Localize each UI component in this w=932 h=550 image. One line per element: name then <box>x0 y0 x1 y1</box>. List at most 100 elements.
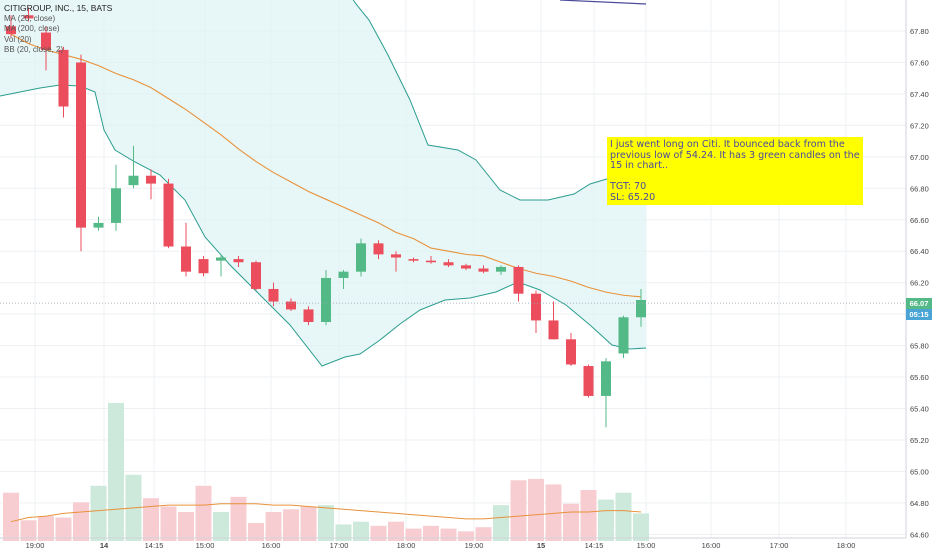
legend-item-ma20: MA (20, close) <box>4 13 56 23</box>
volume-bar-down <box>545 484 562 541</box>
last-price-tag: 66.07 <box>906 297 932 309</box>
candle-down <box>198 259 209 274</box>
bollinger-band-fill <box>0 0 646 366</box>
volume-bar-down <box>73 502 89 541</box>
y-tick-label: 65.80 <box>910 342 929 351</box>
candle-up <box>128 175 139 186</box>
candle-up <box>111 188 121 223</box>
candle-down <box>163 183 174 247</box>
candle-down <box>478 268 489 272</box>
candle-down <box>58 49 69 107</box>
volume-bar-up <box>108 403 124 541</box>
volume-bar-down <box>528 478 544 541</box>
legend-item-ma200: MA (200, close) <box>4 24 60 33</box>
x-tick-label: 14:15 <box>145 541 164 550</box>
trade-note-annotation[interactable]: I just went long on Citi. It bounced bac… <box>607 137 863 205</box>
y-tick-label: 64.80 <box>910 499 929 508</box>
volume-bar-down <box>143 498 159 541</box>
candle-down <box>583 366 594 396</box>
candle-up <box>356 243 366 272</box>
volume-bar-down <box>300 506 317 541</box>
y-tick-label: 66.20 <box>910 279 929 288</box>
y-tick-label: 65.00 <box>910 467 929 476</box>
legend-item-vol: Vol (20) <box>4 34 32 44</box>
candle-down <box>6 26 16 35</box>
volume-bar-down <box>195 485 212 541</box>
y-tick-label: 67.80 <box>910 27 929 36</box>
volume-bar-down <box>160 506 177 541</box>
volume-bar-down <box>510 480 527 541</box>
candle-down <box>233 259 244 263</box>
y-tick-label: 65.20 <box>910 436 929 445</box>
volume-bar-up <box>318 505 334 541</box>
candle-down <box>531 293 541 321</box>
legend-item-bb: BB (20, close, 2) <box>4 45 64 54</box>
volume-bar-up <box>90 485 107 541</box>
candle-down <box>41 32 51 50</box>
x-tick-label: 14:15 <box>585 541 604 550</box>
candle-up <box>338 271 349 278</box>
candle-up <box>601 361 611 396</box>
candle-down <box>408 259 419 261</box>
volume-bar-down <box>20 520 37 541</box>
ma200-line <box>559 0 647 5</box>
candle-down <box>181 246 191 272</box>
y-tick-label: 65.40 <box>910 405 929 414</box>
x-tick-label: 18:00 <box>837 541 856 550</box>
bollinger-lower-line <box>0 84 647 367</box>
volume-ma-line <box>10 503 642 523</box>
price-axis-background <box>906 0 932 550</box>
x-tick-label: 14 <box>100 541 109 550</box>
x-tick-label: 15:00 <box>637 541 656 550</box>
volume-bar-down <box>265 512 282 541</box>
candle-down <box>76 62 86 228</box>
y-tick-label: 64.60 <box>910 530 929 539</box>
candle-down <box>251 262 261 289</box>
volume-bar-down <box>3 492 19 541</box>
x-tick-label: 19:00 <box>465 541 484 550</box>
volume-bar-down <box>458 531 474 541</box>
volume-bar-down <box>248 523 264 541</box>
candle-down <box>146 175 156 184</box>
y-tick-label: 67.40 <box>910 90 929 99</box>
volume-bar-up <box>335 524 352 541</box>
ma20-line <box>10 33 642 298</box>
y-tick-label: 66.40 <box>910 247 929 256</box>
y-tick-label: 67.20 <box>910 121 929 130</box>
volume-bar-down <box>475 527 492 541</box>
candle-up <box>93 222 104 228</box>
candle-down <box>303 309 314 323</box>
volume-bar-down <box>230 496 247 541</box>
candle-up <box>618 317 629 354</box>
y-tick-label: 66.60 <box>910 216 929 225</box>
volume-bar-up <box>598 499 614 541</box>
candle-up <box>321 277 331 323</box>
volume-bar-up <box>633 513 649 541</box>
candle-down <box>426 260 436 263</box>
x-tick-label: 15:00 <box>196 541 215 550</box>
x-tick-label: 16:00 <box>262 541 281 550</box>
candle-down <box>23 15 34 19</box>
volume-bar-down <box>283 509 299 541</box>
volume-bar-up <box>213 512 229 541</box>
x-tick-label: 16:00 <box>702 541 721 550</box>
x-tick-label: 17:00 <box>330 541 349 550</box>
candle-up <box>496 266 506 272</box>
candle-down <box>443 262 454 266</box>
candle-up <box>216 257 226 261</box>
bar-countdown-tag: 05:15 <box>906 309 932 321</box>
volume-bar-down <box>563 503 579 541</box>
volume-bar-down <box>178 512 194 541</box>
candle-down <box>566 339 576 365</box>
y-tick-label: 66.80 <box>910 184 929 193</box>
volume-bar-down <box>38 516 54 541</box>
bollinger-upper-line <box>352 0 647 201</box>
chart-legend: CITIGROUP, INC., 15, BATS MA (20, close)… <box>4 3 112 56</box>
y-tick-label: 65.60 <box>910 373 929 382</box>
volume-bar-up <box>615 492 632 541</box>
candle-down <box>391 254 401 258</box>
candle-up <box>636 299 646 318</box>
y-tick-label: 67.60 <box>910 58 929 67</box>
legend-title: CITIGROUP, INC., 15, BATS <box>4 3 113 13</box>
